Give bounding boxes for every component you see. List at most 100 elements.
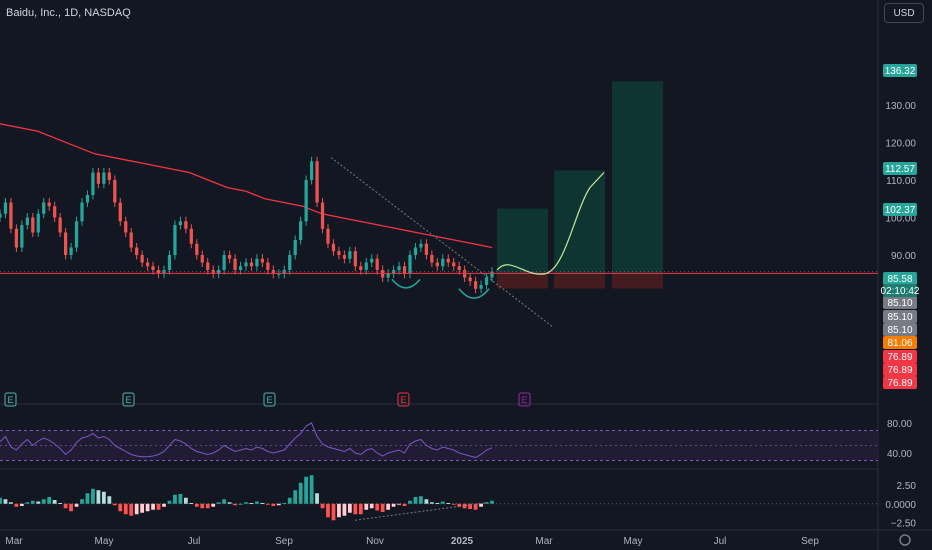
candle-body	[178, 221, 183, 225]
macd-bar	[194, 503, 199, 507]
macd-bar	[369, 503, 374, 509]
candle-body	[14, 228, 19, 248]
candle-body	[353, 251, 357, 267]
price-tick-label: 100.00	[885, 214, 916, 225]
price-badge	[883, 363, 917, 376]
earnings-marker	[122, 392, 135, 407]
candle-body	[118, 202, 122, 222]
candle-body	[249, 262, 254, 267]
title-separator: ,	[78, 7, 85, 19]
candle-body	[47, 202, 51, 207]
time-tick-label: Mar	[5, 536, 23, 547]
macd-bar	[30, 500, 35, 504]
macd-bar	[112, 503, 117, 506]
candle-body	[74, 221, 79, 248]
candle-body	[167, 255, 172, 270]
candle-body	[320, 202, 325, 229]
macd-bar	[342, 503, 347, 516]
price-badge	[883, 203, 917, 216]
candle-body	[206, 262, 210, 270]
macd-bar	[58, 503, 63, 504]
candle-body	[3, 202, 8, 214]
macd-bar	[397, 503, 401, 505]
macd-bar	[145, 503, 150, 512]
candle-body	[452, 262, 456, 267]
candle-body	[58, 217, 62, 233]
candle-body	[53, 206, 57, 218]
time-tick-label: May	[95, 536, 114, 547]
candle-body	[326, 228, 330, 244]
candle-body	[85, 195, 90, 203]
candle-body	[304, 180, 308, 222]
earnings-marker-label: E	[7, 395, 13, 405]
price-badge-label: 76.89	[887, 365, 912, 376]
countdown-badge	[883, 284, 917, 297]
candle-body	[413, 247, 418, 255]
candle-body	[107, 172, 111, 180]
earnings-marker-label: E	[266, 395, 272, 405]
macd-bar	[183, 497, 188, 504]
macd-bar	[85, 493, 90, 504]
macd-bar	[287, 497, 292, 504]
candle-body	[151, 266, 155, 270]
price-badge-label: 85.10	[887, 312, 912, 323]
price-tick-label: 120.00	[885, 139, 916, 150]
macd-bar	[468, 503, 473, 509]
candle-body	[473, 281, 478, 289]
macd-divergence-line	[354, 501, 491, 521]
candle-body	[266, 262, 270, 270]
macd-bar	[123, 503, 128, 515]
candle-body	[446, 258, 450, 263]
stop-zone	[612, 273, 663, 289]
candle-body	[25, 217, 29, 225]
earnings-marker	[4, 392, 17, 407]
candle-body	[490, 271, 494, 278]
symbol-title[interactable]: Baidu, Inc., 1D, NASDAQ	[6, 7, 131, 19]
candle-body	[337, 251, 341, 255]
candle-body	[244, 262, 248, 267]
macd-bar	[375, 503, 380, 511]
candle-body	[156, 270, 161, 274]
title-separator: ,	[57, 7, 65, 19]
macd-bar	[309, 475, 314, 504]
candle-body	[140, 255, 144, 263]
macd-bar	[429, 502, 434, 504]
macd-bar	[271, 503, 276, 506]
time-tick-label: Jul	[188, 536, 201, 547]
time-axis[interactable]: Mar May Jul Sep Nov 2025 Mar May Jul Sep	[5, 534, 911, 547]
price-tick-label: 130.00	[885, 101, 916, 112]
candle-body	[20, 225, 24, 248]
macd-bar	[167, 500, 172, 504]
macd-tick-label: −2.50	[891, 519, 917, 530]
price-badge-label: 85.10	[887, 298, 912, 309]
macd-bar	[118, 503, 123, 512]
macd-bar	[3, 499, 8, 504]
macd-bar	[337, 503, 341, 518]
rsi-pane	[0, 422, 878, 461]
price-badge-label: 85.10	[887, 325, 912, 336]
candle-body	[315, 161, 319, 203]
candle-body	[408, 255, 412, 274]
macd-bar	[402, 503, 407, 506]
macd-bar	[9, 502, 13, 504]
currency-button[interactable]: USD	[884, 3, 924, 23]
candle-body	[195, 243, 199, 255]
candle-body	[184, 221, 188, 229]
macd-bar	[446, 503, 451, 504]
countdown-label: 02:10:42	[881, 286, 920, 297]
candle-body	[359, 266, 363, 270]
candle-body	[102, 172, 106, 184]
macd-bar	[408, 500, 412, 504]
target-zone	[554, 170, 605, 274]
macd-bar	[216, 502, 221, 504]
exchange-label: NASDAQ	[84, 7, 131, 19]
rsi-tick-label: 80.00	[887, 419, 912, 430]
time-tick-label: May	[624, 536, 643, 547]
candle-body	[348, 251, 352, 259]
price-axis[interactable]: 90.00100.00110.00120.00130.00140.0040.00…	[881, 64, 920, 530]
candle-body	[189, 228, 193, 244]
macd-bar	[315, 493, 319, 504]
candle-body	[222, 255, 226, 270]
